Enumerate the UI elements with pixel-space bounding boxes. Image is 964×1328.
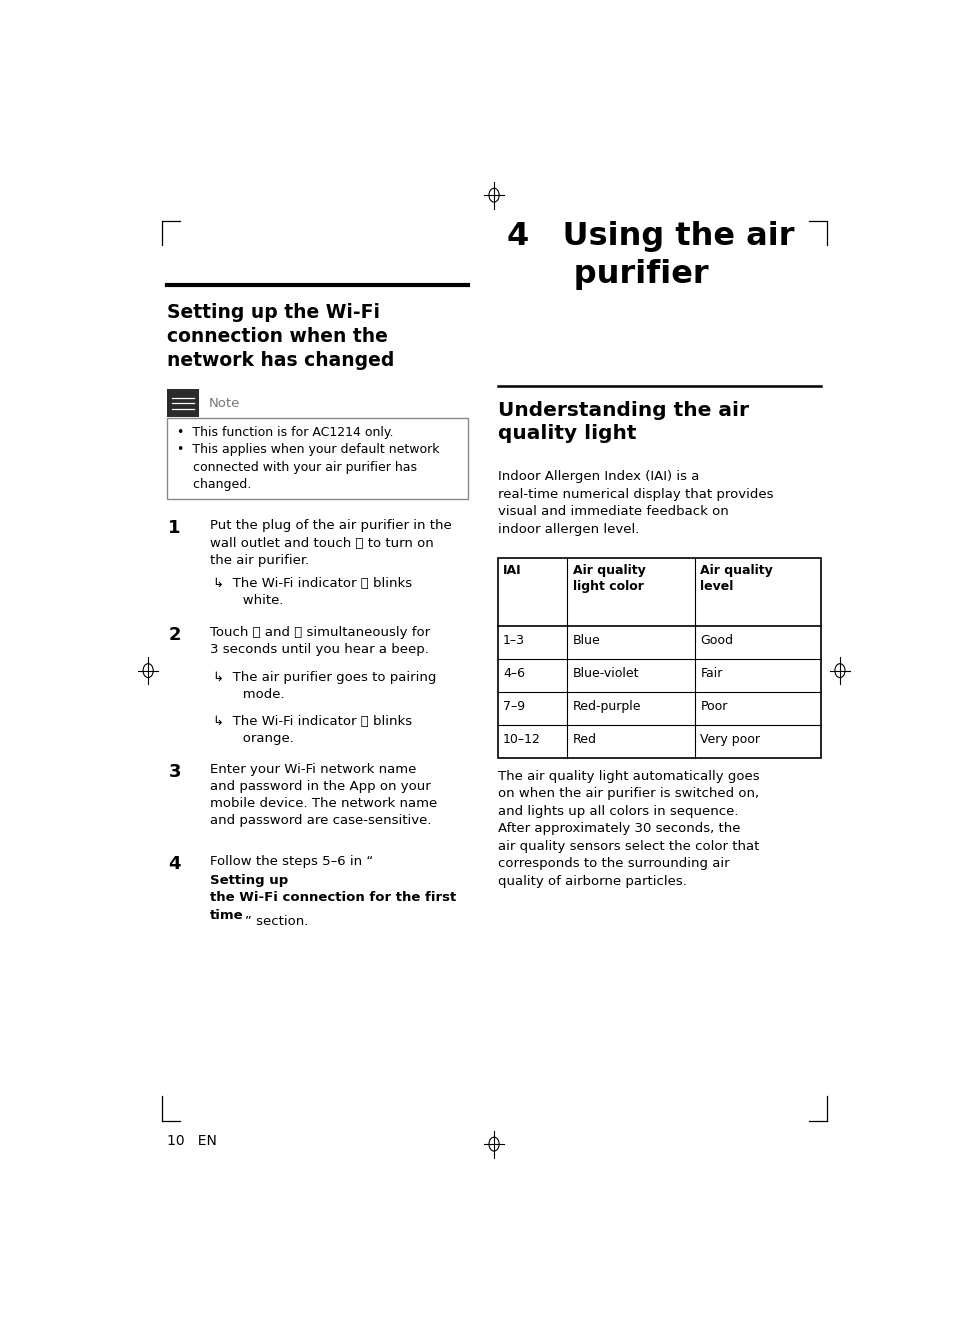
- Text: •  This function is for AC1214 only.
•  This applies when your default network
 : • This function is for AC1214 only. • Th…: [176, 426, 439, 491]
- Text: Follow the steps 5–6 in “: Follow the steps 5–6 in “: [210, 855, 373, 867]
- Text: Note: Note: [208, 397, 240, 410]
- Text: 10–12: 10–12: [503, 733, 541, 746]
- Text: ” section.: ” section.: [245, 915, 308, 928]
- Text: Put the plug of the air purifier in the
wall outlet and touch ⏻ to turn on
the a: Put the plug of the air purifier in the …: [210, 519, 452, 567]
- Text: Enter your Wi‑Fi network name
and password in the App on your
mobile device. The: Enter your Wi‑Fi network name and passwo…: [210, 762, 438, 827]
- Bar: [497, 558, 821, 757]
- Text: Setting up the Wi‑Fi
connection when the
network has changed: Setting up the Wi‑Fi connection when the…: [167, 303, 394, 371]
- Text: 4: 4: [169, 855, 181, 872]
- Text: Air quality
level: Air quality level: [701, 564, 773, 594]
- Text: 7–9: 7–9: [503, 700, 525, 713]
- Text: Red: Red: [573, 733, 597, 746]
- Bar: [167, 389, 199, 417]
- Text: Good: Good: [701, 633, 734, 647]
- Text: Poor: Poor: [701, 700, 728, 713]
- Text: Blue-violet: Blue-violet: [573, 667, 639, 680]
- Text: 2: 2: [169, 625, 181, 644]
- Text: 4   Using the air: 4 Using the air: [507, 220, 794, 252]
- Text: Understanding the air
quality light: Understanding the air quality light: [497, 401, 749, 444]
- Text: purifier: purifier: [507, 259, 709, 290]
- Text: ↳  The Wi‑Fi indicator 📶 blinks
       orange.: ↳ The Wi‑Fi indicator 📶 blinks orange.: [213, 714, 413, 745]
- Text: 4–6: 4–6: [503, 667, 525, 680]
- Text: Touch ⏻ and ⏲ simultaneously for
3 seconds until you hear a beep.: Touch ⏻ and ⏲ simultaneously for 3 secon…: [210, 625, 430, 656]
- Text: IAI: IAI: [503, 564, 522, 578]
- Text: 10   EN: 10 EN: [167, 1134, 217, 1147]
- Text: ↳  The Wi‑Fi indicator 📶 blinks
       white.: ↳ The Wi‑Fi indicator 📶 blinks white.: [213, 576, 413, 607]
- Text: Very poor: Very poor: [701, 733, 761, 746]
- Text: Fair: Fair: [701, 667, 723, 680]
- Bar: [167, 418, 468, 499]
- Text: Red-purple: Red-purple: [573, 700, 641, 713]
- Text: Indoor Allergen Index (IAI) is a
real-time numerical display that provides
visua: Indoor Allergen Index (IAI) is a real-ti…: [497, 470, 773, 535]
- Text: 3: 3: [169, 762, 181, 781]
- Text: Blue: Blue: [573, 633, 601, 647]
- Text: 1–3: 1–3: [503, 633, 525, 647]
- Text: ↳  The air purifier goes to pairing
       mode.: ↳ The air purifier goes to pairing mode.: [213, 671, 437, 701]
- Text: Air quality
light color: Air quality light color: [573, 564, 645, 594]
- Text: The air quality light automatically goes
on when the air purifier is switched on: The air quality light automatically goes…: [497, 770, 760, 888]
- Text: Setting up
the Wi‑Fi connection for the first
time: Setting up the Wi‑Fi connection for the …: [210, 874, 456, 922]
- Text: 1: 1: [169, 519, 181, 538]
